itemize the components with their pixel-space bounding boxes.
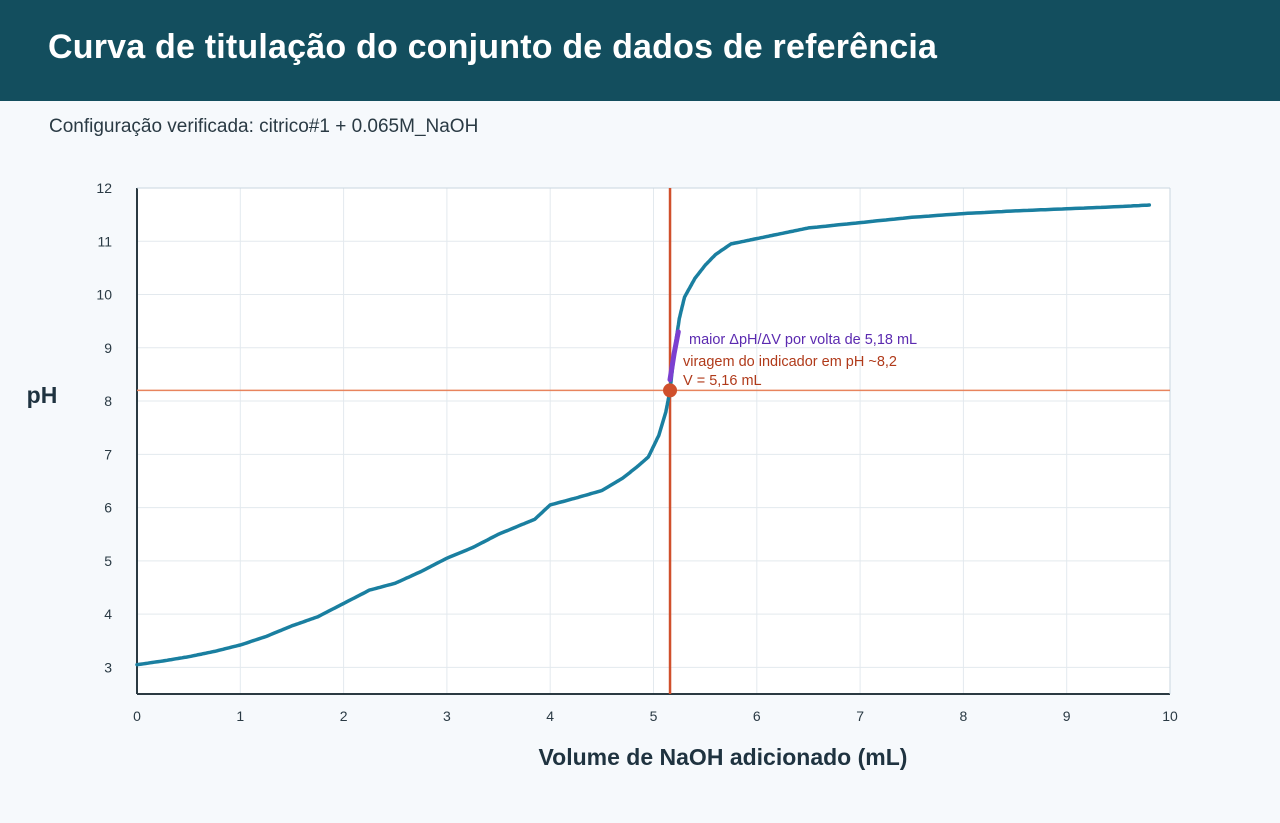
steepest-slope-segment bbox=[667, 329, 681, 383]
page-title: Curva de titulação do conjunto de dados … bbox=[48, 28, 938, 66]
y-tick-label: 7 bbox=[104, 446, 112, 462]
x-tick-label: 0 bbox=[133, 708, 141, 724]
reference-lines bbox=[137, 188, 1170, 694]
y-tick-labels: 3 4 5 6 7 8 9 10 11 12 bbox=[96, 180, 112, 675]
x-tick-label: 3 bbox=[443, 708, 451, 724]
indicator-annotation: viragem do indicador em pH ~8,2 bbox=[683, 354, 897, 370]
x-tick-label: 4 bbox=[546, 708, 554, 724]
x-tick-label: 10 bbox=[1162, 708, 1178, 724]
y-tick-label: 12 bbox=[96, 180, 112, 196]
x-tick-label: 9 bbox=[1063, 708, 1071, 724]
x-axis-title: Volume de NaOH adicionado (mL) bbox=[539, 744, 908, 770]
y-tick-label: 3 bbox=[104, 659, 112, 675]
endpoint-marker bbox=[663, 383, 678, 398]
x-tick-label: 1 bbox=[236, 708, 244, 724]
y-tick-label: 9 bbox=[104, 340, 112, 356]
y-tick-label: 10 bbox=[96, 287, 112, 303]
y-tick-label: 11 bbox=[97, 233, 112, 249]
configuration-subtitle: Configuração verificada: citrico#1 + 0.0… bbox=[49, 116, 479, 137]
y-tick-label: 4 bbox=[104, 606, 112, 622]
chart-marks bbox=[663, 329, 681, 398]
x-tick-label: 8 bbox=[960, 708, 968, 724]
y-tick-label: 5 bbox=[104, 553, 112, 569]
x-tick-label: 2 bbox=[340, 708, 348, 724]
titration-curve-line bbox=[135, 203, 1152, 667]
slope-annotation: maior ΔpH/ΔV por volta de 5,18 mL bbox=[689, 332, 917, 348]
x-tick-label: 6 bbox=[753, 708, 761, 724]
axes bbox=[136, 187, 1171, 695]
y-tick-label: 6 bbox=[104, 500, 112, 516]
volume-annotation: V = 5,16 mL bbox=[683, 373, 762, 389]
x-tick-label: 5 bbox=[650, 708, 658, 724]
header-bar: Curva de titulação do conjunto de dados … bbox=[0, 0, 1280, 101]
x-tick-label: 7 bbox=[856, 708, 864, 724]
titration-curve bbox=[135, 203, 1152, 667]
y-tick-label: 8 bbox=[104, 393, 112, 409]
y-axis-title: pH bbox=[27, 382, 58, 408]
x-tick-labels: 0 1 2 3 4 5 6 7 8 9 10 bbox=[133, 708, 1178, 724]
grid bbox=[136, 187, 1171, 694]
